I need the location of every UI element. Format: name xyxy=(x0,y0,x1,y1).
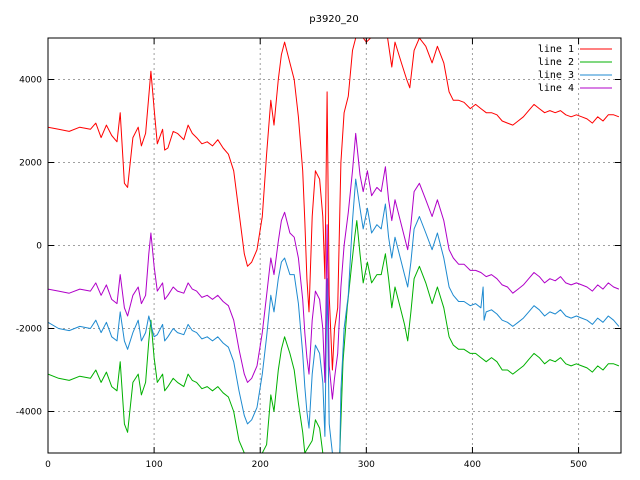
series-layer xyxy=(48,38,620,453)
x-tick-label: 400 xyxy=(464,460,481,470)
legend-label-4: line 4 xyxy=(538,83,574,94)
legend-label-1: line 1 xyxy=(538,44,574,55)
x-tick-label: 500 xyxy=(570,460,587,470)
series-line-2 xyxy=(48,220,620,453)
x-tick-label: 300 xyxy=(358,460,375,470)
chart-title: p3920_20 xyxy=(309,14,359,25)
x-tick-label: 100 xyxy=(146,460,163,470)
grid xyxy=(48,38,621,453)
legend: line 1 line 2 line 3 line 4 xyxy=(538,44,612,94)
legend-label-2: line 2 xyxy=(538,57,574,68)
y-tick-label: 0 xyxy=(36,242,42,252)
ticks: 0 100 200 300 400 500 -4000 -2000 0 2000 4000 xyxy=(16,38,621,470)
y-tick-label: 2000 xyxy=(19,159,42,169)
series-line-1 xyxy=(48,38,620,371)
y-tick-label: 4000 xyxy=(19,76,42,86)
y-tick-label: -2000 xyxy=(16,325,42,335)
x-tick-label: 200 xyxy=(252,460,269,470)
legend-label-3: line 3 xyxy=(538,70,574,81)
x-tick-label: 0 xyxy=(45,460,51,470)
series-line-3 xyxy=(48,178,620,453)
series-line-4 xyxy=(48,132,620,400)
y-tick-label: -4000 xyxy=(16,408,42,418)
